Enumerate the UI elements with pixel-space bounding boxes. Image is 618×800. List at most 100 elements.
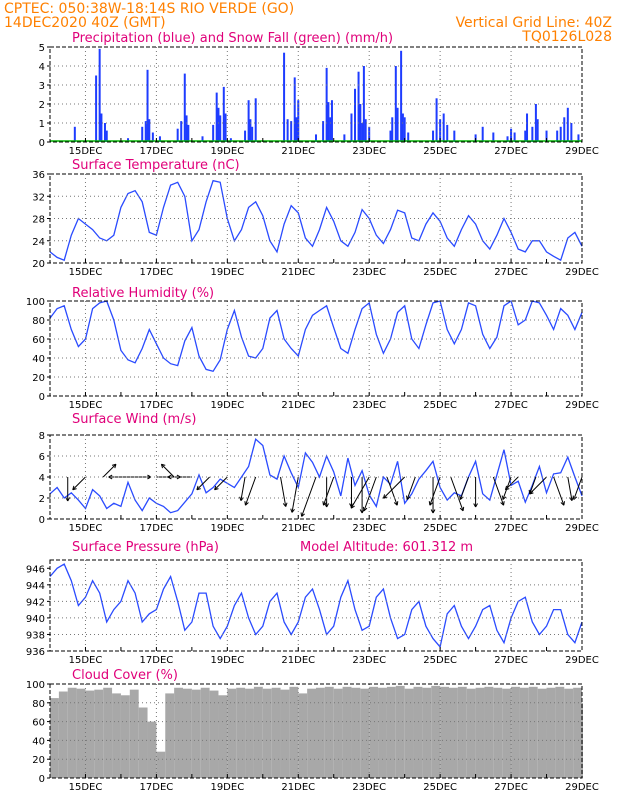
wind-arrow-head	[459, 507, 464, 512]
wind-arrow-head	[428, 501, 431, 506]
cloud-bar	[475, 687, 485, 778]
y-tick-label: 4	[39, 62, 45, 73]
wind-arrow-head	[462, 506, 465, 511]
precip-bar	[357, 71, 360, 142]
precip-bar	[254, 98, 257, 142]
x-tick-label: 17DEC	[140, 146, 174, 157]
precip-bar	[439, 119, 442, 142]
precip-bar	[325, 67, 328, 142]
precip-bar	[559, 126, 562, 142]
x-tick-label: 17DEC	[140, 782, 174, 793]
wind-arrow-head	[111, 463, 117, 466]
precip-bar	[506, 136, 509, 142]
pressure-line	[49, 563, 583, 649]
wind-arrow	[383, 476, 406, 499]
header: CPTEC: 050:38W-18:14S RIO VERDE (GO) 14D…	[4, 1, 612, 45]
precip-bar	[183, 73, 186, 142]
y-tick-label: 20	[32, 259, 45, 270]
precip-bar	[526, 113, 529, 142]
precip-bar	[534, 104, 537, 142]
x-tick-label: 21DEC	[281, 400, 315, 411]
cloud-bar	[502, 688, 512, 778]
precip-bar	[105, 130, 108, 142]
precip-bar	[364, 119, 367, 142]
temperature-data	[49, 179, 583, 262]
cloud-bar	[209, 690, 219, 778]
wind-arrow	[301, 476, 317, 517]
x-tick-label: 21DEC	[281, 655, 315, 666]
humidity-title: Relative Humidity (%)	[72, 286, 214, 301]
precip-bar	[98, 48, 101, 142]
precip-bar	[212, 124, 215, 142]
y-tick-label: 24	[32, 237, 45, 248]
cloud-bar	[369, 686, 379, 778]
wind-arrow	[573, 476, 583, 500]
precip-bar	[396, 107, 399, 142]
wind-arrow-head	[529, 489, 532, 495]
wind-arrow-head	[160, 464, 164, 469]
y-tick-label: 32	[32, 192, 45, 203]
y-tick-label: 936	[26, 647, 45, 658]
x-tick-label: 15DEC	[69, 267, 103, 278]
wind-arrow	[553, 476, 565, 506]
cloud-bar	[351, 687, 361, 778]
y-tick-label: 20	[32, 373, 45, 384]
precip-bar	[322, 121, 325, 142]
cloud-bar	[94, 689, 104, 778]
precip-bar	[283, 52, 286, 143]
wind-arrow-head	[362, 506, 365, 511]
precip-bar	[400, 50, 403, 142]
cloud-bar	[378, 687, 387, 778]
wind-arrow-head	[363, 507, 368, 512]
precip-bar	[330, 100, 333, 142]
cloud-bar	[112, 693, 121, 778]
precip-bar	[442, 113, 445, 142]
wind-arrow-head	[459, 496, 464, 500]
cloud-bar	[271, 687, 281, 778]
cloud-bar	[404, 688, 414, 778]
precip-bar	[350, 113, 353, 142]
wind-arrow-head	[563, 501, 565, 506]
precip-bar	[249, 119, 252, 142]
cloud-bar	[156, 751, 166, 778]
wind-arrow-head	[430, 509, 434, 514]
precip-bar	[290, 121, 293, 142]
x-tick-label: 27DEC	[494, 267, 528, 278]
precip-bar	[251, 126, 254, 142]
wind-arrow	[214, 476, 228, 491]
precip-bar	[151, 132, 154, 142]
wind-arrow-head	[290, 508, 293, 513]
x-tick-label: 29DEC	[565, 400, 599, 411]
wind-arrow-head	[359, 509, 363, 514]
precip-bar	[201, 136, 204, 142]
y-tick-label: 946	[26, 564, 45, 575]
wind-arrow-head	[326, 503, 329, 508]
cloud-bar	[174, 687, 183, 778]
temperature-title: Surface Temperature (nC)	[72, 158, 240, 173]
precip-bar	[217, 107, 220, 142]
precip-bar	[315, 134, 317, 142]
x-tick-label: 15DEC	[69, 655, 103, 666]
precip-bar	[394, 66, 397, 142]
cloud-panel: Cloud Cover (%) 0 20 40 60 80 100 15DEC 17DEC 19D…	[26, 668, 599, 793]
wind-arrow-head	[282, 503, 287, 507]
x-tick-label: 25DEC	[423, 400, 457, 411]
wind-arrow-head	[196, 488, 201, 491]
precip-bar	[362, 66, 365, 142]
cloud-bar	[165, 693, 175, 778]
wind-arrow-head	[432, 509, 436, 514]
wind-arrow	[386, 476, 398, 506]
x-tick-label: 25DEC	[423, 267, 457, 278]
wind-arrow	[161, 463, 175, 478]
cloud-bar	[50, 698, 59, 778]
x-tick-label: 25DEC	[423, 782, 457, 793]
precip-bar	[176, 128, 179, 142]
precip-bar	[229, 138, 232, 142]
precip-bar	[401, 113, 404, 142]
x-tick-label: 27DEC	[494, 655, 528, 666]
cloud-bar	[555, 686, 565, 778]
x-tick-label: 17DEC	[140, 655, 174, 666]
precip-bar	[247, 100, 250, 142]
cloud-bar	[183, 688, 192, 778]
wind-arrow-head	[301, 513, 305, 517]
